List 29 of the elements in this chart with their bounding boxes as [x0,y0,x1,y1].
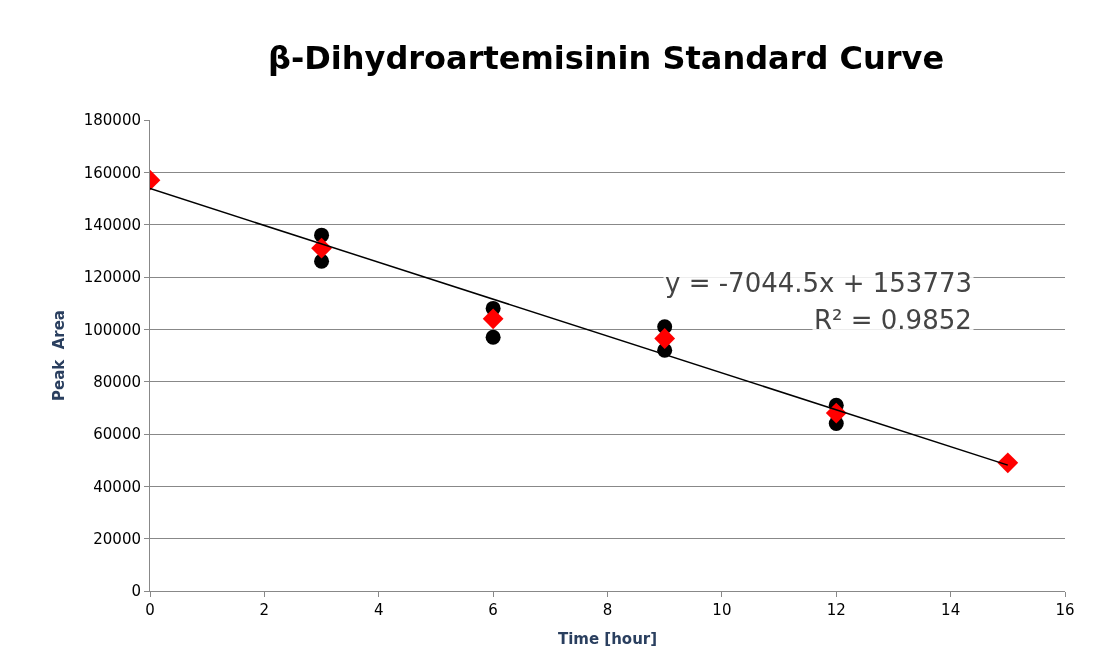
y-tick-label: 20000 [93,529,141,548]
y-tick-label: 140000 [83,215,141,234]
y-tick-label: 160000 [83,163,141,182]
y-tick-label: 40000 [93,477,141,496]
y-tick-label: 120000 [83,268,141,287]
x-tick-label: 12 [826,601,846,619]
point [654,328,676,349]
x-tick-label: 2 [259,601,270,619]
y-tick-label: 100000 [83,320,141,339]
x-tick-label: 10 [712,601,732,619]
annotation: R² = 0.9852 [814,305,972,335]
point [482,308,504,330]
x-tick-label: 0 [145,601,155,619]
x-tick-label: 16 [1055,601,1075,619]
x-axis-title: Time [hour] [557,630,658,648]
y-axis-title: Peak Area [49,309,68,402]
point [997,452,1019,474]
point [485,329,501,345]
y-tick-label: 60000 [93,425,141,444]
y-tick-label: 0 [131,582,141,601]
annotation: y = -7044.5x + 153773 [665,268,973,298]
y-tick-label: 180000 [83,111,141,130]
y-tick-label: 80000 [93,372,141,391]
x-tick-label: 6 [488,601,498,619]
point [311,237,332,259]
x-tick-label: 4 [373,601,384,619]
x-tick-label: 8 [602,601,613,619]
chart-title: β-Dihydroartemisinin Standard Curve [268,39,945,78]
x-tick-label: 14 [941,601,961,619]
